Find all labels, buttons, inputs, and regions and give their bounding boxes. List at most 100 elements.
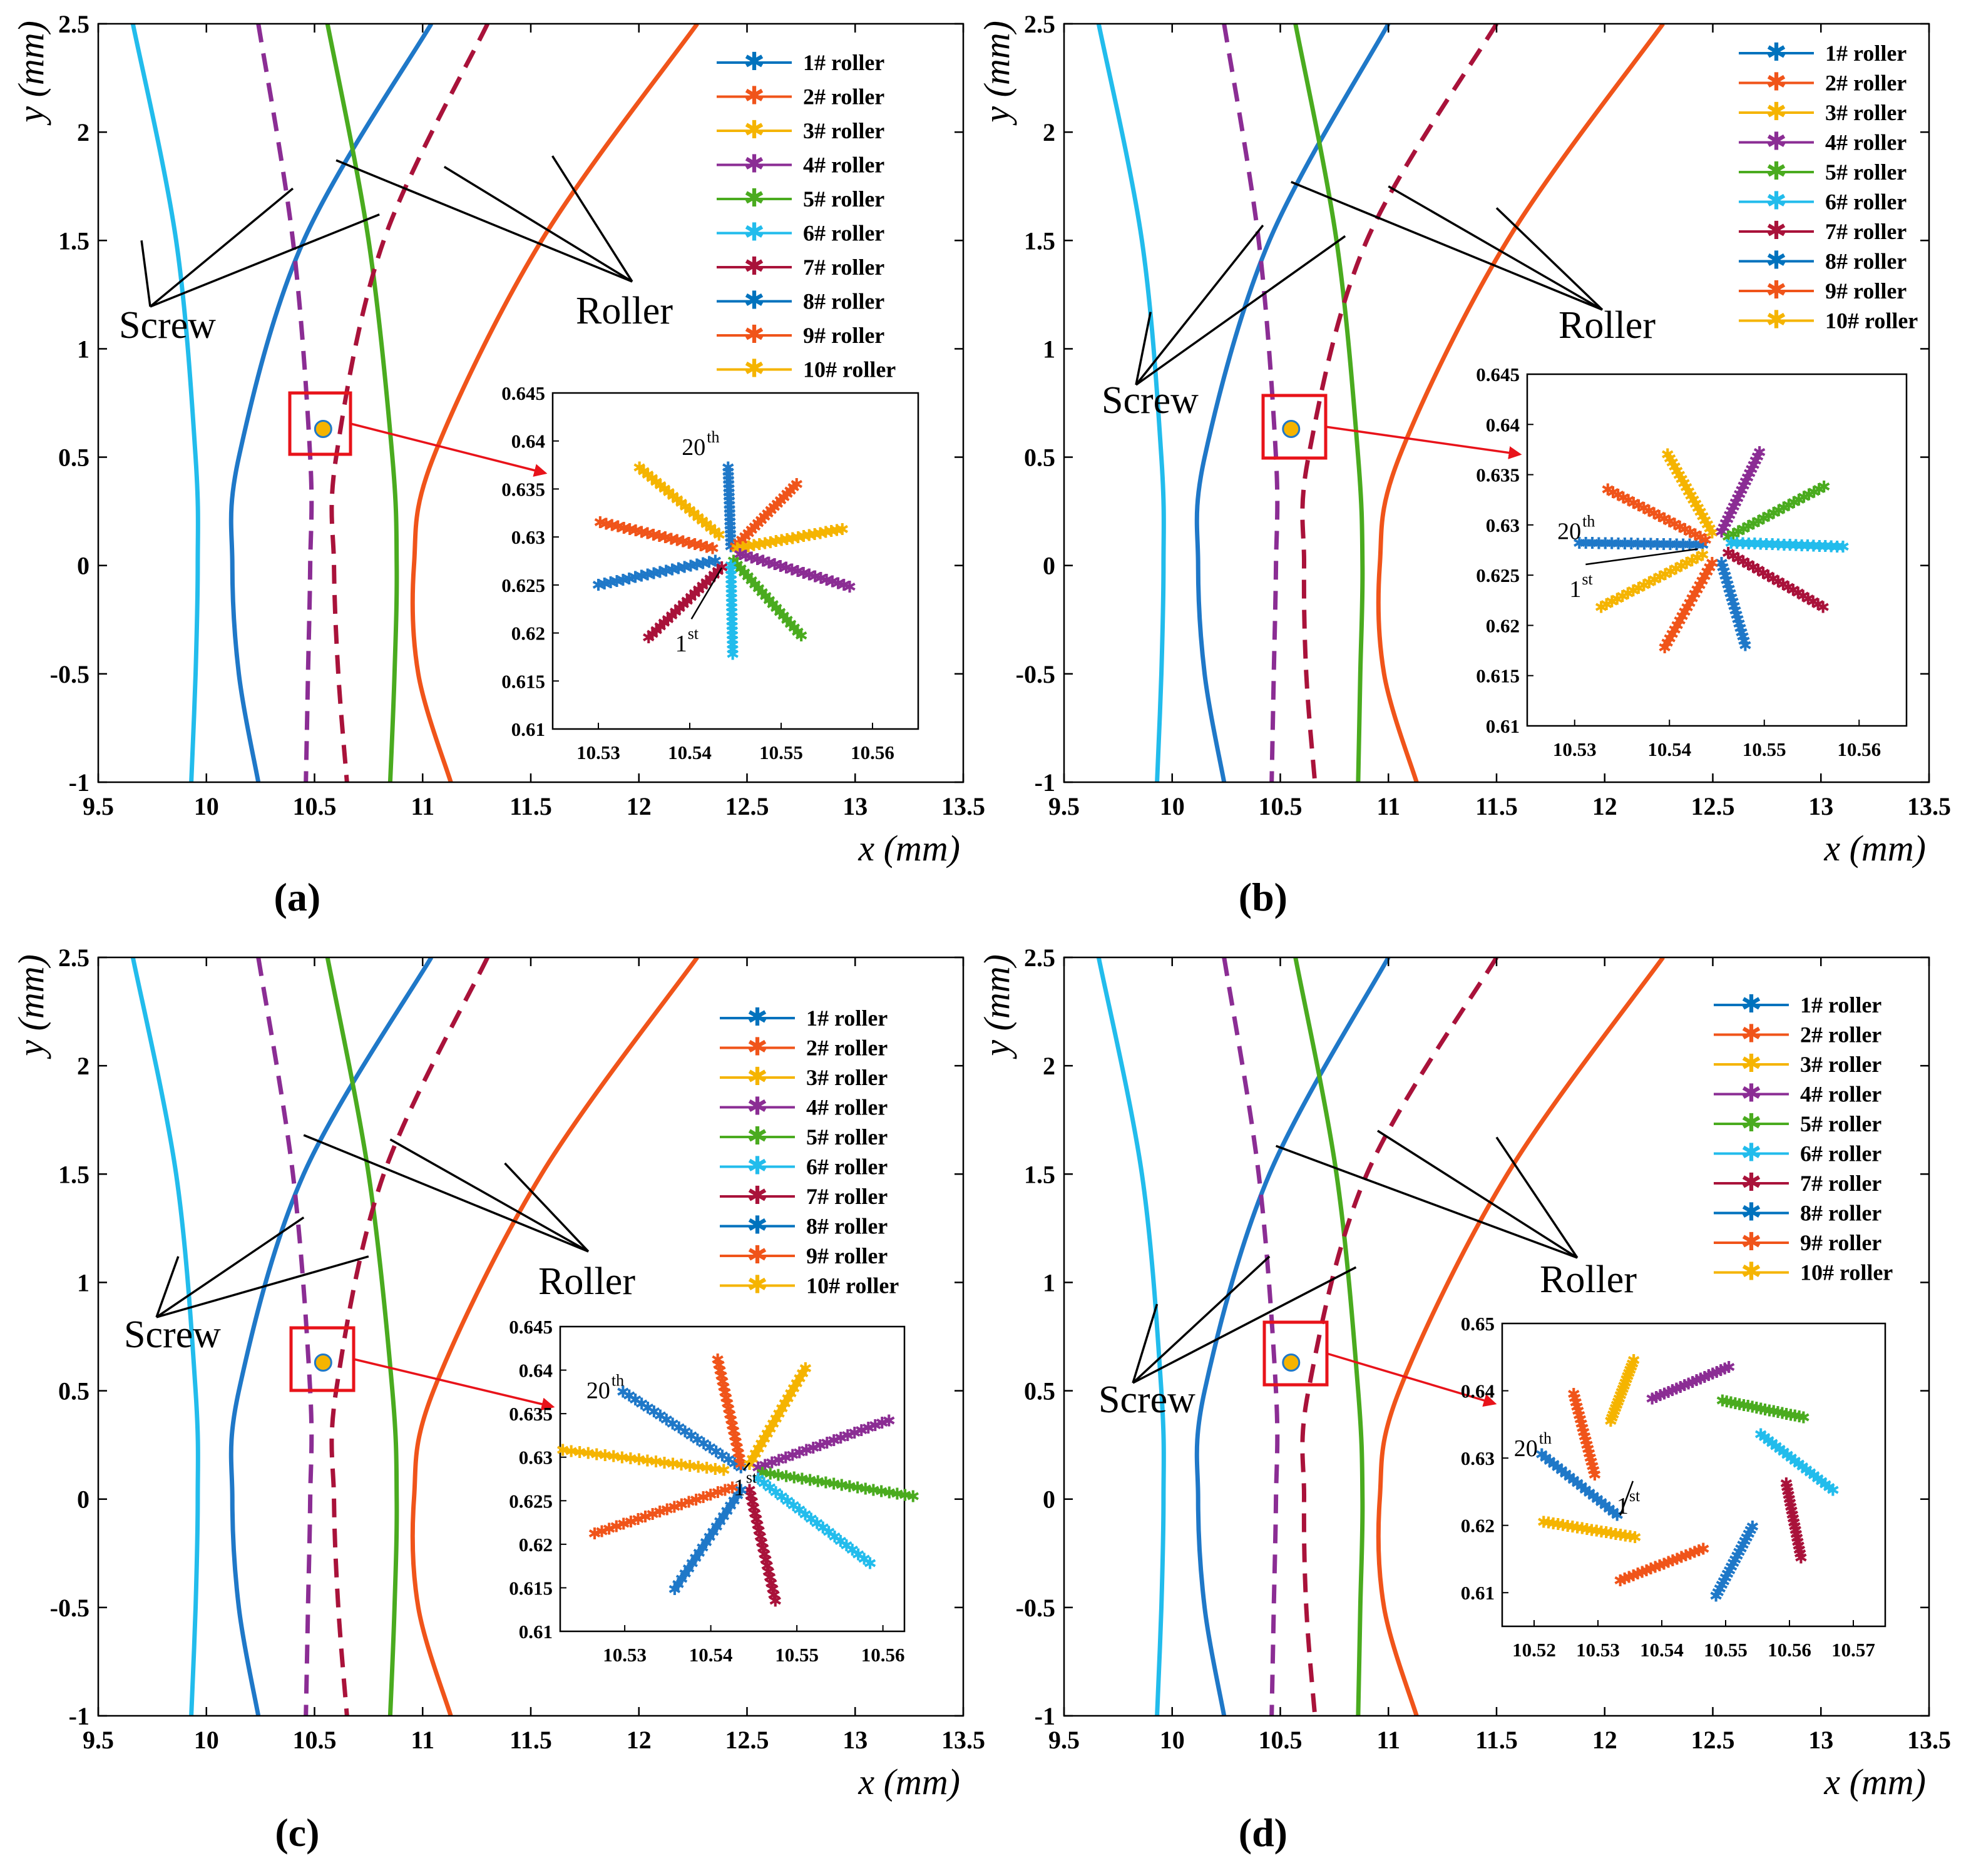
inset-y-tick-label: 0.635 (1476, 464, 1520, 486)
inset-step-marker: ✱ (1716, 1392, 1729, 1410)
inset-step-marker: ✱ (1806, 593, 1820, 611)
inset-step-marker: ✱ (1783, 1491, 1796, 1509)
inset-x-tick-label: 10.53 (1576, 1639, 1620, 1661)
inset-step-marker: ✱ (725, 580, 739, 598)
inset-step-marker: ✱ (1666, 1552, 1680, 1570)
inset-step-marker: ✱ (1778, 536, 1791, 554)
x-tick-label: 9.5 (83, 1726, 114, 1754)
inset-ray-roller-5: ✱✱✱✱✱✱✱✱✱✱✱✱✱✱✱✱✱✱✱✱ (755, 1464, 919, 1506)
inset-step-marker: ✱ (1670, 462, 1684, 481)
inset-step-marker: ✱ (661, 611, 675, 629)
inset-step-marker: ✱ (722, 480, 736, 498)
inset-step-marker: ✱ (1736, 520, 1750, 538)
inset-step-marker: ✱ (1681, 599, 1694, 617)
legend-marker-icon: ✱ (744, 184, 765, 212)
inset-step-marker: ✱ (684, 588, 698, 606)
inset-step-marker: ✱ (722, 463, 735, 481)
inset-step-marker: ✱ (1664, 563, 1677, 581)
inset-step-marker: ✱ (1741, 556, 1755, 574)
inset-step-marker: ✱ (710, 1518, 724, 1536)
inset-step-marker: ✱ (724, 566, 738, 584)
inset-step-marker: ✱ (1685, 552, 1699, 570)
inset-step-marker: ✱ (727, 1422, 740, 1440)
inset-step-marker: ✱ (1748, 535, 1761, 553)
inset-step-marker: ✱ (650, 473, 663, 491)
inset-step-marker: ✱ (1691, 499, 1705, 517)
legend-marker-icon: ✱ (1741, 1049, 1762, 1078)
inset-step-marker: ✱ (762, 591, 776, 609)
inset-step-marker: ✱ (1807, 537, 1821, 555)
inset-step-marker: ✱ (1781, 1482, 1794, 1501)
inset-step-marker: ✱ (725, 622, 739, 640)
inset-step-marker: ✱ (685, 1554, 699, 1573)
inset-step-marker: ✱ (1818, 538, 1832, 556)
inset-step-marker: ✱ (1661, 635, 1674, 653)
inset-step-marker: ✱ (766, 1415, 780, 1433)
y-tick-label: 1 (77, 1268, 90, 1297)
legend-entry-label: 3# roller (806, 1065, 888, 1090)
inset-step-marker: ✱ (1673, 518, 1687, 536)
inset-step-marker: ✱ (1570, 1519, 1584, 1537)
inset-step-marker: ✱ (653, 477, 667, 495)
inset-step-marker: ✱ (725, 594, 739, 613)
inset-step-marker: ✱ (1750, 1399, 1764, 1417)
inset-step-marker: ✱ (1678, 603, 1692, 621)
inset-step-marker: ✱ (1668, 621, 1682, 639)
inset-step-marker: ✱ (883, 1484, 896, 1502)
inset-step-marker: ✱ (1765, 1435, 1779, 1453)
inset-step-marker: ✱ (735, 531, 749, 549)
legend-entry-label: 6# roller (1825, 190, 1907, 215)
inset-step-marker: ✱ (1646, 1390, 1659, 1408)
inset-step-marker: ✱ (1721, 576, 1735, 594)
first-step-leader (1619, 1481, 1634, 1516)
inset-step-marker: ✱ (1618, 535, 1632, 553)
inset-step-marker: ✱ (1556, 1516, 1570, 1534)
inset-ray-line (739, 553, 851, 588)
inset-x-tick-label: 10.57 (1831, 1639, 1875, 1661)
inset-ray-line (1651, 1366, 1729, 1400)
y-tick-label: 1 (1043, 335, 1055, 363)
inset-step-marker: ✱ (906, 1487, 920, 1506)
inset-step-marker: ✱ (708, 523, 722, 541)
y-tick-label: 2 (77, 118, 90, 146)
legend-marker-icon: ✱ (1741, 1258, 1762, 1286)
inset-step-marker: ✱ (658, 481, 672, 499)
inset-step-marker: ✱ (602, 1520, 616, 1538)
screw-leader-line (149, 187, 294, 308)
inset-step-marker: ✱ (1728, 1551, 1742, 1569)
inset-step-marker: ✱ (1570, 1398, 1584, 1416)
inset-step-marker: ✱ (1617, 489, 1630, 507)
inset-step-marker: ✱ (773, 603, 787, 621)
inset-ray-line (762, 1471, 914, 1498)
inset-step-marker: ✱ (1698, 1369, 1712, 1387)
inset-step-marker: ✱ (1754, 1425, 1768, 1444)
legend-entry-label: 9# roller (803, 323, 884, 348)
panel-label: (d) (1239, 1810, 1287, 1855)
inset-step-marker: ✱ (760, 1425, 774, 1444)
inset-step-marker: ✱ (1618, 1570, 1632, 1588)
inset-step-marker: ✱ (1663, 450, 1677, 468)
inset-step-marker: ✱ (1718, 1360, 1732, 1379)
inset-step-marker: ✱ (723, 1406, 737, 1424)
inset-step-marker: ✱ (1731, 611, 1745, 629)
inset-step-marker: ✱ (754, 1528, 767, 1546)
inset-step-marker: ✱ (646, 625, 660, 643)
legend-marker-icon: ✱ (1766, 98, 1787, 126)
inset-rays: ✱✱✱✱✱✱✱✱✱✱✱✱✱✱✱✱✱✱✱✱✱✱✱✱✱✱✱✱✱✱✱✱✱✱✱✱✱✱✱✱… (1535, 1352, 1840, 1605)
profile-curve-6 (410, 957, 699, 1716)
inset-step-marker: ✱ (723, 509, 737, 527)
inset-step-marker: ✱ (725, 603, 739, 621)
roller-leader-line (1495, 1136, 1579, 1258)
inset-step-marker: ✱ (598, 1447, 612, 1465)
first-step-label: 1 (1569, 576, 1581, 603)
inset-step-marker: ✱ (711, 1351, 725, 1369)
inset-step-marker: ✱ (1737, 477, 1751, 496)
inset-step-marker: ✱ (743, 1455, 757, 1474)
legend-entry-label: 7# roller (1800, 1171, 1881, 1196)
inset-x-tick-label: 10.53 (576, 742, 620, 763)
inset-step-marker: ✱ (1716, 559, 1730, 577)
inset-step-marker: ✱ (1739, 473, 1753, 491)
inset-step-marker: ✱ (629, 522, 643, 540)
inset-step-marker: ✱ (1736, 1536, 1750, 1554)
inset-step-marker: ✱ (1769, 1437, 1783, 1455)
